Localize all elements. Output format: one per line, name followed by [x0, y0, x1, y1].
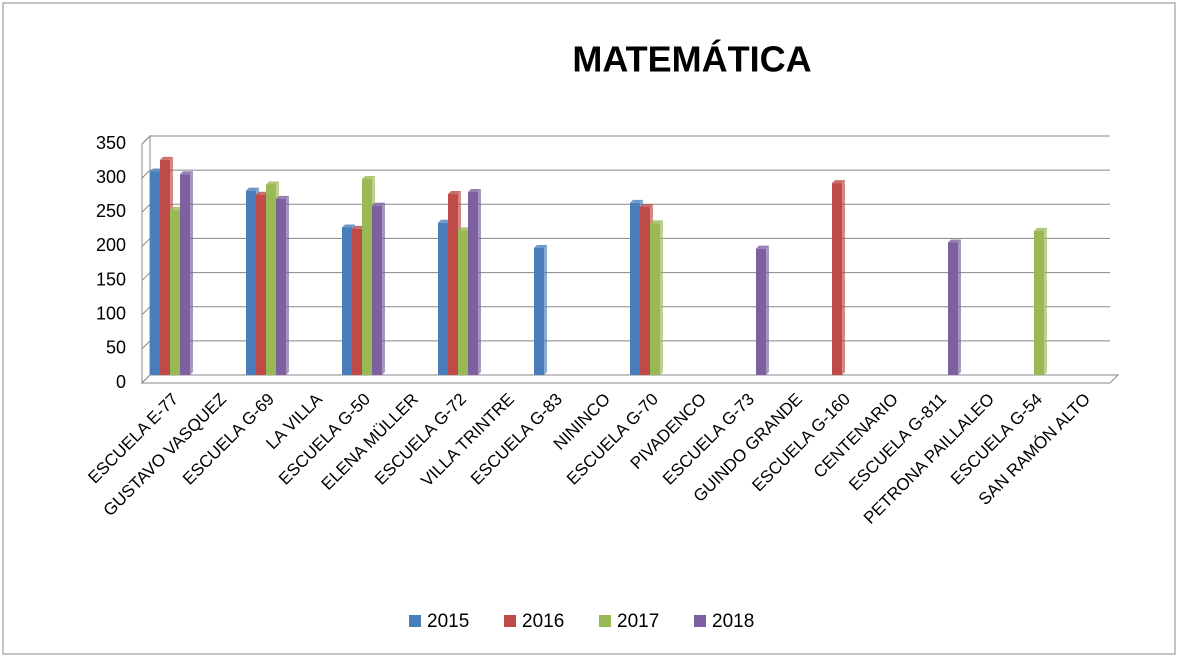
bar-top — [1034, 227, 1047, 231]
bar — [276, 198, 286, 375]
y-tick-label: 250 — [96, 201, 126, 221]
legend-swatch — [504, 615, 516, 627]
bar-side — [1044, 227, 1047, 375]
bar-top — [170, 206, 183, 210]
bar — [266, 184, 276, 375]
y-tick-label: 50 — [106, 338, 126, 358]
legend-swatch — [694, 615, 706, 627]
bar — [756, 248, 766, 375]
grid-line — [141, 169, 1110, 179]
bar — [372, 205, 382, 375]
chart-title: MATEMÁTICA — [572, 39, 811, 80]
bar-top — [362, 176, 375, 180]
y-tick-label: 100 — [96, 303, 126, 323]
bar — [448, 194, 458, 375]
bar — [256, 194, 266, 375]
bar-side — [286, 195, 289, 375]
bar-side — [190, 171, 193, 375]
bar-top — [640, 204, 653, 208]
bar-top — [180, 171, 193, 175]
y-tick-label: 200 — [96, 235, 126, 255]
bar-side — [382, 202, 385, 375]
legend-label: 2017 — [617, 611, 659, 632]
bar-top — [438, 219, 451, 223]
floor — [140, 374, 1120, 384]
bar-top — [756, 245, 769, 249]
bar-top — [150, 168, 163, 172]
bar-top — [468, 188, 481, 192]
y-tick-label: 350 — [96, 133, 126, 153]
bar-top — [832, 180, 845, 184]
bar-top — [342, 224, 355, 228]
legend-swatch — [409, 615, 421, 627]
bar — [948, 242, 958, 375]
bar — [534, 247, 544, 375]
bar — [832, 183, 842, 375]
bar-top — [630, 199, 643, 203]
bar — [630, 202, 640, 375]
bar — [438, 222, 448, 375]
bar-side — [842, 180, 845, 375]
y-tick-label: 0 — [116, 372, 126, 392]
bar — [640, 207, 650, 375]
bar — [180, 174, 190, 375]
bar — [342, 227, 352, 375]
bar-top — [246, 187, 259, 191]
bar — [150, 171, 160, 375]
bar-top — [948, 239, 961, 243]
y-tick-label: 150 — [96, 269, 126, 289]
bar-top — [458, 227, 471, 231]
legend-swatch — [599, 615, 611, 627]
wall — [141, 134, 151, 385]
bar — [650, 223, 660, 375]
legend-label: 2015 — [427, 611, 469, 632]
legend-label: 2018 — [712, 611, 754, 632]
bar — [160, 159, 170, 375]
bar-top — [352, 225, 365, 229]
bar-side — [660, 220, 663, 375]
bar — [468, 191, 478, 375]
bar-top — [448, 191, 461, 195]
bar-top — [372, 202, 385, 206]
grid-line — [141, 135, 1110, 145]
bar-side — [544, 244, 547, 375]
bar — [352, 228, 362, 375]
bar-top — [256, 191, 269, 195]
bar — [170, 209, 180, 375]
bar-side — [766, 245, 769, 375]
legend-label: 2016 — [522, 611, 564, 632]
bar — [1034, 230, 1044, 375]
bar — [458, 230, 468, 375]
bar-top — [650, 220, 663, 224]
bar-top — [266, 181, 279, 185]
y-tick-label: 300 — [96, 167, 126, 187]
bar-top — [276, 195, 289, 199]
bar-side — [478, 188, 481, 375]
bar-top — [534, 244, 547, 248]
bar-side — [958, 239, 961, 375]
bar — [246, 190, 256, 375]
bar-top — [160, 156, 173, 160]
bar — [362, 179, 372, 375]
